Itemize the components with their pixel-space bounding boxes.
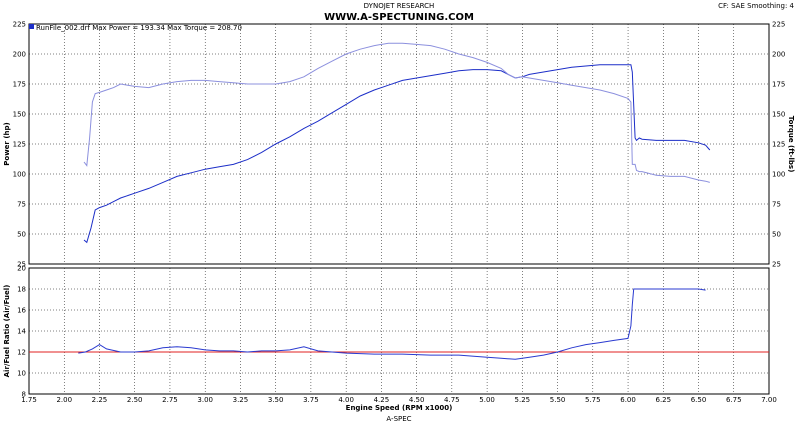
power-axis-label: Power (hp) [3, 122, 11, 165]
rpm-tick-label: 4.00 [338, 396, 354, 404]
power-tick-label: 225 [13, 21, 26, 29]
rpm-tick-label: 6.50 [691, 396, 707, 404]
torque-tick-label: 200 [772, 51, 785, 59]
air-fuel-tick-label: 18 [17, 286, 26, 294]
x-axis-label: Engine Speed (RPM x1000) [346, 404, 453, 412]
power-tick-label: 100 [13, 171, 26, 179]
top-y-ticks: 25 50 75 100 125 150 175 200 225 [13, 21, 26, 269]
air-fuel-tick-label: 8 [22, 391, 26, 399]
power-tick-label: 175 [13, 81, 26, 89]
top-series [83, 42, 711, 244]
rpm-tick-label: 4.75 [444, 396, 460, 404]
rpm-tick-label: 6.25 [655, 396, 671, 404]
website-title: WWW.A-SPECTUNING.COM [324, 12, 474, 23]
rpm-tick-label: 5.25 [515, 396, 531, 404]
rpm-tick-label: 2.75 [162, 396, 178, 404]
power-tick-label: 75 [17, 201, 26, 209]
bottom-series [29, 288, 769, 360]
rpm-tick-label: 2.50 [127, 396, 143, 404]
rpm-tick-label: 4.50 [409, 396, 425, 404]
torque-series-line [83, 42, 710, 183]
settings-label: CF: SAE Smoothing: 4 [718, 2, 794, 10]
power-tick-label: 200 [13, 51, 26, 59]
company-title: DYNOJET RESEARCH [364, 2, 435, 10]
power-tick-label: 25 [17, 261, 26, 269]
footer-label: A-SPEC [386, 415, 411, 423]
legend-text: RunFile_002.drf Max Power = 193.34 Max T… [36, 24, 242, 32]
air-fuel-axis-label: Air/Fuel Ratio (Air/Fuel) [3, 285, 11, 378]
x-ticks: 1.75 2.00 2.25 2.50 2.75 3.00 3.25 3.50 3.75 4.00… [21, 396, 777, 404]
rpm-tick-label: 3.50 [268, 396, 284, 404]
rpm-tick-label: 2.00 [56, 396, 72, 404]
torque-tick-label: 125 [772, 141, 785, 149]
torque-tick-label: 100 [772, 171, 785, 179]
torque-tick-label: 225 [772, 21, 785, 29]
power-tick-label: 150 [13, 111, 26, 119]
rpm-tick-label: 3.25 [233, 396, 249, 404]
air-fuel-tick-label: 12 [17, 349, 26, 357]
torque-tick-label: 50 [772, 231, 781, 239]
torque-axis-label: Torque (ft-lbs) [787, 116, 795, 173]
rpm-tick-label: 5.75 [585, 396, 601, 404]
power-tick-label: 125 [13, 141, 26, 149]
top-grid [29, 24, 769, 264]
air-fuel-tick-label: 10 [17, 370, 26, 378]
rpm-tick-label: 1.75 [21, 396, 37, 404]
torque-tick-label: 25 [772, 261, 781, 269]
power-torque-panel: 25 50 75 100 125 150 175 200 225 25 50 75 100 125 150… [3, 21, 795, 269]
torque-tick-label: 175 [772, 81, 785, 89]
rpm-tick-label: 3.75 [303, 396, 319, 404]
rpm-tick-label: 7.00 [761, 396, 777, 404]
rpm-tick-label: 6.75 [726, 396, 742, 404]
air-fuel-tick-label: 14 [17, 328, 26, 336]
top-y-ticks-right: 25 50 75 100 125 150 175 200 225 [772, 21, 785, 269]
legend-swatch [29, 24, 34, 29]
air-fuel-panel: 8 10 12 14 16 18 20 Air/Fuel Ratio (Air/Fuel) [3, 265, 770, 399]
rpm-tick-label: 2.25 [92, 396, 108, 404]
air-fuel-series-line [78, 288, 706, 360]
bottom-y-ticks: 8 10 12 14 16 18 20 [17, 265, 26, 399]
rpm-tick-label: 5.00 [479, 396, 495, 404]
torque-tick-label: 75 [772, 201, 781, 209]
rpm-tick-label: 6.00 [620, 396, 636, 404]
power-series-line [83, 64, 711, 244]
torque-tick-label: 150 [772, 111, 785, 119]
rpm-tick-label: 5.50 [550, 396, 566, 404]
air-fuel-tick-label: 20 [17, 265, 26, 273]
rpm-tick-label: 4.25 [374, 396, 390, 404]
power-tick-label: 50 [17, 231, 26, 239]
rpm-tick-label: 3.00 [197, 396, 213, 404]
air-fuel-tick-label: 16 [17, 307, 26, 315]
bottom-grid [29, 268, 769, 394]
